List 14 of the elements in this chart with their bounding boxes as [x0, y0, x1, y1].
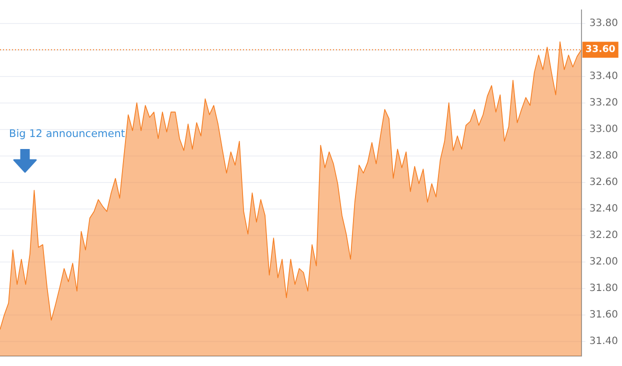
y-tick-label: 32.60: [589, 176, 618, 188]
y-tick-label: 33.00: [589, 124, 618, 135]
ref-line-label: 33.60: [585, 44, 616, 56]
y-tick-label: 31.40: [589, 336, 618, 348]
y-tick-label: 31.80: [589, 282, 618, 294]
y-tick-label: 33.80: [589, 18, 618, 29]
y-tick-label: 32.80: [589, 150, 618, 162]
y-tick-label: 32.40: [589, 203, 618, 214]
y-tick-label: 33.40: [589, 70, 618, 82]
y-tick-label: 32.00: [589, 256, 618, 268]
y-tick-label: 32.20: [589, 230, 618, 241]
y-tick-label: 33.20: [589, 97, 618, 108]
annotation: Big 12 announcement: [9, 128, 125, 140]
y-tick-label: 31.60: [589, 310, 618, 320]
